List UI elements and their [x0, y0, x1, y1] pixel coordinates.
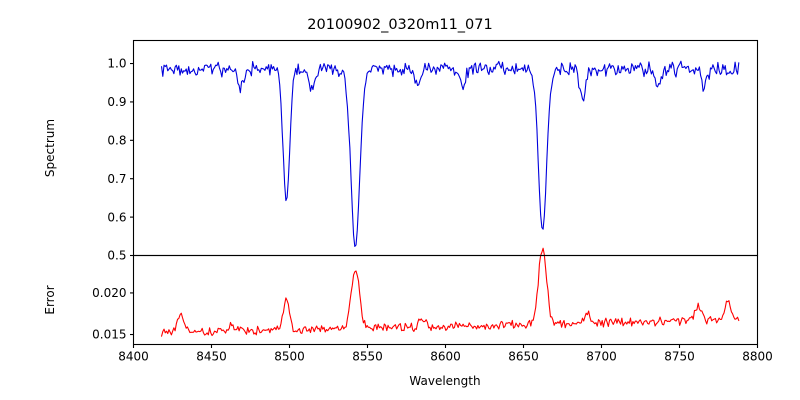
x-axis-tick-label: 8800: [742, 350, 773, 364]
x-axis-tick-label: 8550: [352, 350, 383, 364]
x-axis-tick-label: 8400: [118, 350, 149, 364]
error-y-axis-label: Error: [43, 285, 57, 314]
spectrum-y-tick-label: 0.9: [107, 95, 126, 109]
error-y-ticks: 0.015 0.020: [92, 286, 134, 342]
x-axis-tick-label: 8750: [664, 350, 695, 364]
figure-title: 20100902_0320m11_071: [307, 17, 492, 33]
x-axis-tick-label: 8450: [196, 350, 227, 364]
error-y-tick-label: 0.020: [92, 286, 126, 300]
spectrum-y-tick-label: 0.8: [107, 134, 126, 148]
spectrum-y-tick-label: 1.0: [107, 57, 126, 71]
x-axis-tick-label: 8700: [586, 350, 617, 364]
error-panel: 0.015 0.020 Error 8400 8450 8500 8550 8600 865…: [43, 247, 773, 388]
x-axis-tick-label: 8600: [430, 350, 461, 364]
spectrum-y-tick-label: 0.6: [107, 210, 126, 224]
spectrum-y-axis-label: Spectrum: [43, 119, 57, 177]
x-axis-tick-label: 8650: [508, 350, 539, 364]
error-y-tick-label: 0.015: [92, 328, 126, 342]
spectrum-y-ticks: 0.5 0.6 0.7 0.8 0.9 1.0: [107, 57, 134, 263]
x-axis-tick-label: 8500: [274, 350, 305, 364]
spectrum-data-line: [161, 60, 740, 247]
spectrum-y-tick-label: 0.5: [107, 249, 126, 263]
spectrum-y-tick-label: 0.7: [107, 172, 126, 186]
error-data-line: [161, 247, 740, 337]
x-axis-ticks: 8400 8450 8500 8550 8600 8650 8700 8750 8800: [118, 344, 773, 364]
x-axis-label: Wavelength: [409, 374, 480, 388]
